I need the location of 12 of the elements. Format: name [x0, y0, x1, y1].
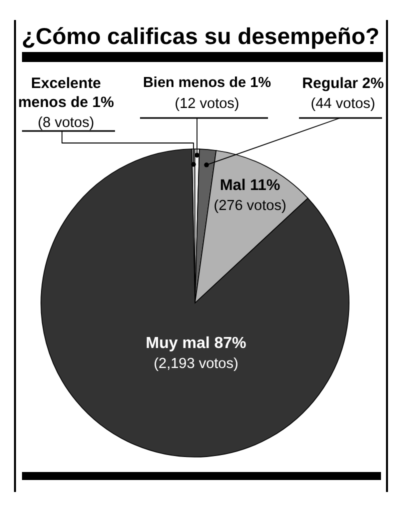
data-label: (2,193 votos) [154, 356, 238, 372]
slice-label: Bien menos de 1% [142, 75, 272, 91]
data-label: (276 votos) [214, 198, 286, 214]
data-label: (44 votos) [310, 96, 376, 112]
slice-label: Mal 11% [220, 177, 280, 194]
slice-label: Muy mal 87% [146, 335, 246, 352]
chart-title: ¿Cómo calificas su desempeño? [22, 23, 380, 49]
data-label: (8 votos) [38, 115, 94, 131]
pie-slice [40, 148, 350, 458]
slice-label: Regular 2% [302, 75, 384, 92]
slice-label: Excelente menos de 1% [18, 75, 114, 111]
data-label: (12 votos) [174, 96, 240, 112]
